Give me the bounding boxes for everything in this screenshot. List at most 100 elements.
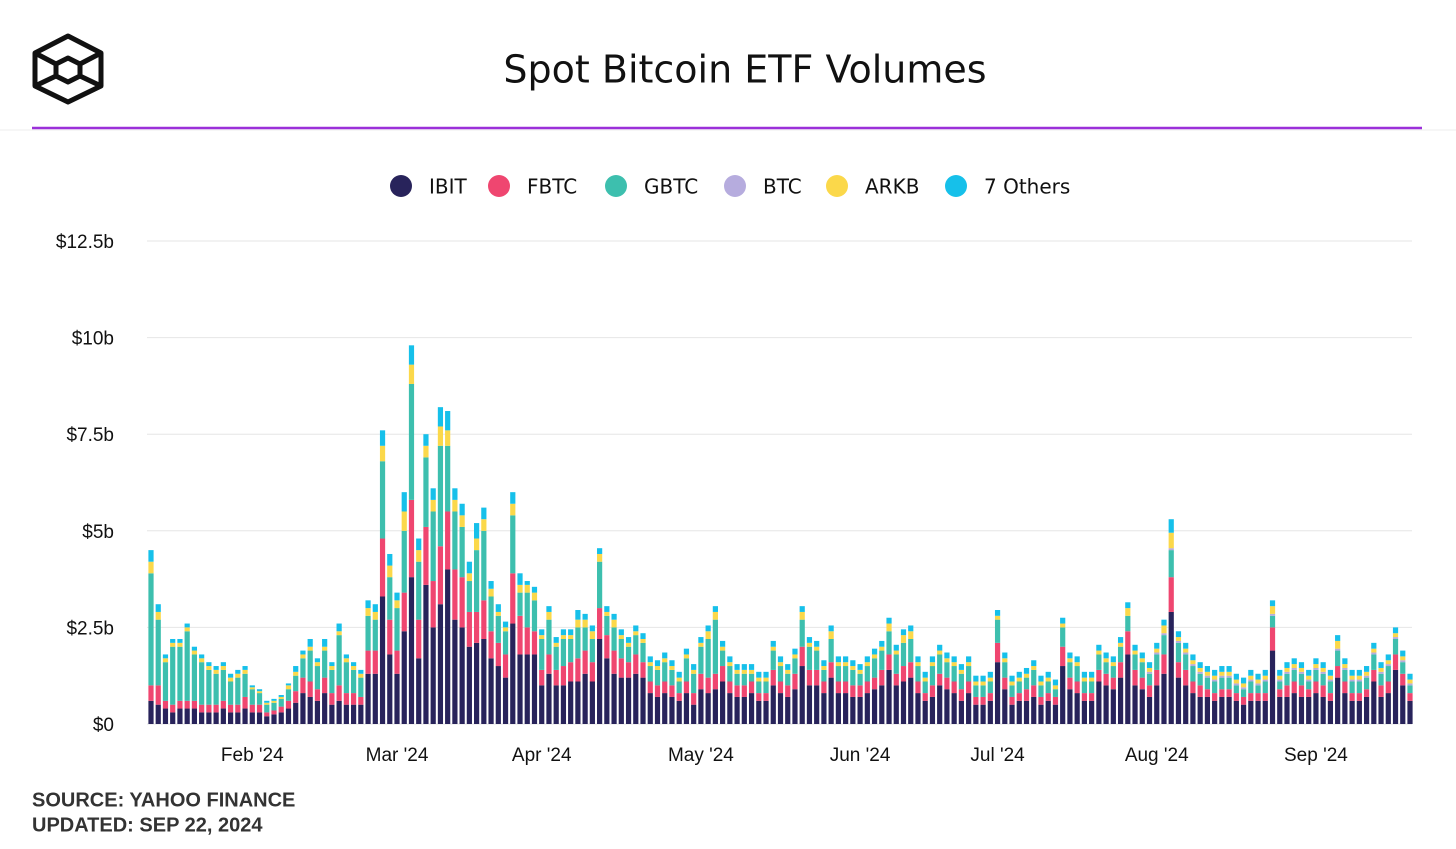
bar-segment <box>879 640 885 647</box>
bar-segment <box>1067 677 1073 690</box>
bar-segment <box>1327 693 1334 701</box>
bar-segment <box>1240 677 1247 684</box>
bar-segment <box>1327 669 1334 676</box>
bar-segment <box>1117 642 1124 647</box>
bar-segment <box>350 704 357 724</box>
bar-segment <box>582 627 588 651</box>
bar-segment <box>184 623 190 628</box>
bar-segment <box>1060 627 1066 647</box>
bar-segment <box>1269 615 1276 628</box>
bar-segment <box>445 411 451 431</box>
bar-segment <box>893 685 899 724</box>
bar-segment <box>582 613 588 620</box>
bar-segment <box>1277 689 1283 697</box>
bar-segment <box>806 637 813 643</box>
bar-segment <box>524 581 530 585</box>
bar-segment <box>1204 666 1211 672</box>
bar-segment <box>1146 667 1153 672</box>
bar-segment <box>604 606 610 612</box>
bar-segment <box>1089 677 1095 682</box>
bar-segment <box>806 685 813 724</box>
bar-segment <box>1009 675 1015 682</box>
bar-segment <box>1219 666 1225 672</box>
bar-segment <box>633 631 639 636</box>
bar-segment <box>973 681 979 686</box>
bar-segment <box>1306 669 1312 676</box>
bar-segment <box>191 700 198 709</box>
bar-segment <box>1371 654 1377 670</box>
bar-segment <box>712 673 718 690</box>
bar-segment <box>712 619 718 674</box>
bar-segment <box>474 642 480 724</box>
bar-segment <box>343 658 349 663</box>
bar-segment <box>430 488 436 500</box>
bar-segment <box>278 698 284 707</box>
bar-segment <box>1060 666 1066 724</box>
bar-segment <box>966 666 972 682</box>
bar-segment <box>227 677 234 682</box>
bar-segment <box>1226 689 1232 697</box>
bar-segment <box>430 627 436 724</box>
bar-segment <box>242 673 248 697</box>
bar-segment <box>1190 666 1196 682</box>
bar-segment <box>763 677 769 682</box>
bar-segment <box>625 637 632 643</box>
bar-segment <box>1313 658 1319 665</box>
bar-segment <box>1248 675 1254 680</box>
bar-segment <box>560 629 567 636</box>
bar-segment <box>1219 675 1225 678</box>
bar-segment <box>1306 681 1312 690</box>
bar-segment <box>662 652 668 659</box>
bar-segment <box>727 662 733 667</box>
bar-segment <box>1248 681 1254 694</box>
bar-segment <box>416 538 422 551</box>
bar-segment <box>387 619 393 655</box>
bar-segment <box>343 654 349 659</box>
bar-segment <box>799 619 805 647</box>
bar-segment <box>423 457 429 527</box>
bar-segment <box>691 669 697 674</box>
bar-segment <box>517 654 523 724</box>
bar-segment <box>575 610 581 620</box>
bar-segment <box>1335 635 1341 641</box>
bar-segment <box>1342 669 1348 682</box>
bar-segment <box>191 650 198 655</box>
bar-segment <box>1067 658 1073 663</box>
bar-segment <box>1117 677 1124 724</box>
bar-segment <box>394 673 400 724</box>
bar-segment <box>1002 689 1008 724</box>
bar-segment <box>748 669 755 674</box>
bar-segment <box>249 704 255 713</box>
bar-segment <box>329 704 335 724</box>
bar-segment <box>1277 669 1283 676</box>
bar-segment <box>1161 673 1167 724</box>
bar-segment <box>647 693 653 724</box>
bar-segment <box>1313 664 1319 668</box>
updated-note: UPDATED: SEP 22, 2024 <box>32 814 263 836</box>
bar-segment <box>474 523 480 539</box>
bar-segment <box>394 600 400 609</box>
bar-segment <box>1233 683 1239 686</box>
bar-segment <box>293 702 299 724</box>
bar-segment <box>589 625 595 632</box>
bar-segment <box>358 696 364 705</box>
bar-segment <box>524 584 530 593</box>
bar-segment <box>1089 700 1095 724</box>
bar-segment <box>676 677 682 682</box>
bar-segment <box>452 511 458 570</box>
bar-segment <box>720 666 726 682</box>
bar-segment <box>170 638 176 643</box>
bar-segment <box>1233 700 1239 724</box>
bar-segment <box>1255 685 1261 694</box>
bar-segment <box>980 696 986 705</box>
bar-segment <box>531 592 538 601</box>
bar-segment <box>1298 673 1305 686</box>
bar-segment <box>1016 677 1022 682</box>
bar-segment <box>437 604 444 724</box>
bar-segment <box>1096 644 1102 651</box>
bar-segment <box>300 677 306 694</box>
bar-segment <box>1103 662 1109 674</box>
bar-segment <box>264 716 270 724</box>
bar-segment <box>1009 685 1015 697</box>
bar-segment <box>1327 681 1334 694</box>
